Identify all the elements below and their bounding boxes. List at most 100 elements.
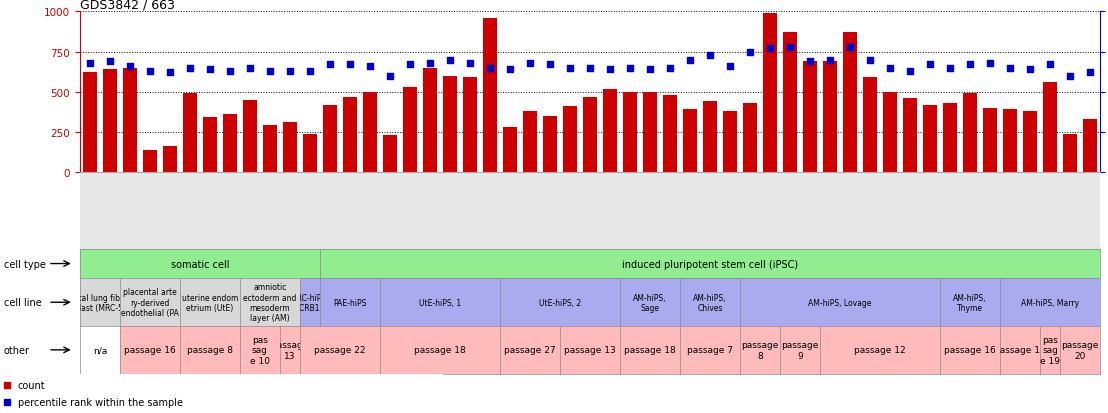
Text: passage 15: passage 15 [994,346,1046,354]
Point [1042,62,1059,69]
Text: MRC-hiPS,
Tic(JCRB1331: MRC-hiPS, Tic(JCRB1331 [285,293,336,312]
Text: passage 12: passage 12 [854,346,906,354]
Bar [363,93,377,173]
Point [501,67,519,74]
Bar [724,112,737,173]
Point [922,62,940,69]
Text: amniotic
ectoderm and
mesoderm
layer (AM): amniotic ectoderm and mesoderm layer (AM… [243,282,297,323]
Point [982,60,999,67]
Bar [963,94,977,173]
Bar [743,104,757,173]
Text: AM-hiPS,
Thyme: AM-hiPS, Thyme [954,293,987,312]
Bar [322,105,337,173]
Point [341,62,359,69]
Point [521,60,538,67]
Point [261,69,279,75]
Point [1061,73,1079,80]
Text: PAE-hiPS: PAE-hiPS [334,298,367,307]
Text: UtE-hiPS, 1: UtE-hiPS, 1 [419,298,461,307]
Text: placental arte
ry-derived
endothelial (PA: placental arte ry-derived endothelial (P… [121,288,178,317]
Bar [143,150,157,173]
Point [1002,65,1019,72]
Point [161,70,178,76]
Bar [1044,83,1057,173]
Bar [563,107,577,173]
Text: count: count [18,380,45,390]
Point [441,57,459,64]
Text: AM-hiPS, Lovage: AM-hiPS, Lovage [809,298,872,307]
Point [141,69,158,75]
Point [761,46,779,52]
Point [541,62,558,69]
Text: other: other [3,345,30,355]
Text: UtE-hiPS, 2: UtE-hiPS, 2 [538,298,581,307]
Bar [704,102,717,173]
Bar [603,89,617,173]
Text: uterine endom
etrium (UtE): uterine endom etrium (UtE) [182,293,238,312]
Text: passage 13: passage 13 [564,346,616,354]
Text: passage 27: passage 27 [504,346,556,354]
Bar [523,112,537,173]
Bar [863,78,878,173]
Bar [463,78,476,173]
Point [181,65,198,72]
Point [421,60,439,67]
Text: passage 8: passage 8 [187,346,233,354]
Bar [1023,112,1037,173]
Bar [883,93,897,173]
Text: pas
sag
e 10: pas sag e 10 [250,335,270,365]
Text: cell type: cell type [3,259,45,269]
Text: passage
9: passage 9 [781,340,819,360]
Point [962,62,979,69]
Point [321,62,339,69]
Bar [643,93,657,173]
Bar [823,62,838,173]
Point [381,73,399,80]
Bar [1064,135,1077,173]
Text: n/a: n/a [93,346,106,354]
Point [101,59,119,65]
Bar [783,33,797,173]
Bar [163,147,177,173]
Text: AM-hiPS,
Sage: AM-hiPS, Sage [634,293,667,312]
Point [242,65,259,72]
Point [861,57,879,64]
Point [301,69,319,75]
Point [81,60,99,67]
Bar [1003,110,1017,173]
Point [121,64,138,70]
Point [901,69,919,75]
Text: fetal lung fibro
blast (MRC-5): fetal lung fibro blast (MRC-5) [71,293,129,312]
Bar [203,118,217,173]
Bar [483,19,497,173]
Bar [763,14,777,173]
Bar [583,97,597,173]
Bar [903,99,917,173]
Text: induced pluripotent stem cell (iPSC): induced pluripotent stem cell (iPSC) [622,259,798,269]
Point [942,65,960,72]
Text: passage 7: passage 7 [687,346,733,354]
Point [201,67,218,74]
Text: somatic cell: somatic cell [171,259,229,269]
Bar [423,69,437,173]
Text: percentile rank within the sample: percentile rank within the sample [18,397,183,407]
Text: passage
13: passage 13 [271,340,308,360]
Bar [123,69,136,173]
Text: passage 16: passage 16 [124,346,176,354]
Text: passage 18: passage 18 [414,346,465,354]
Bar [383,136,397,173]
Bar [1084,120,1097,173]
Bar [683,110,697,173]
Point [1081,70,1099,76]
Text: passage 22: passage 22 [315,346,366,354]
Point [602,67,619,74]
Point [741,49,759,56]
Point [581,65,598,72]
Point [220,69,238,75]
Point [461,60,479,67]
Bar [103,70,116,173]
Bar [503,128,517,173]
Point [801,59,819,65]
Text: passage
8: passage 8 [741,340,779,360]
Bar [943,104,957,173]
